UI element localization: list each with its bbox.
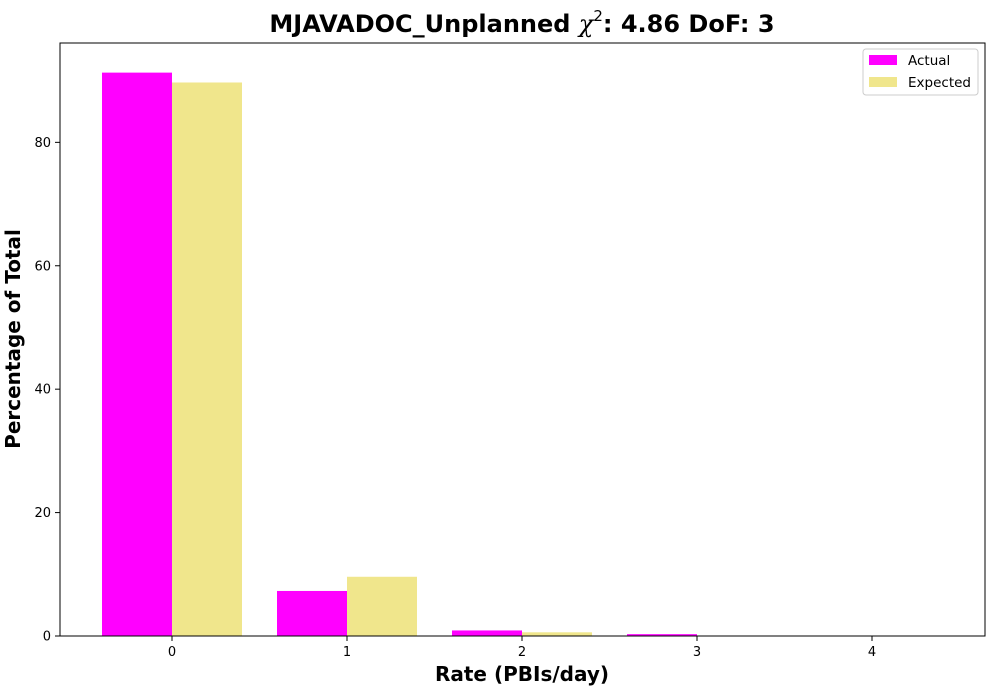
bar-actual-1 (277, 590, 347, 636)
chart-title: MJAVADOC_Unplanned χ2: 4.86 DoF: 3 (269, 7, 774, 38)
y-axis-label: Percentage of Total (1, 229, 25, 449)
bar-expected-0 (172, 82, 242, 637)
legend-swatch-expected (869, 77, 897, 87)
x-tick-label: 2 (518, 645, 526, 660)
bar-actual-3 (627, 634, 697, 636)
x-tick-label: 0 (168, 645, 176, 660)
chi-superscript: 2 (593, 7, 603, 25)
legend-label-expected: Expected (908, 75, 971, 91)
bar-expected-1 (347, 576, 417, 636)
y-tick-label: 80 (34, 136, 51, 151)
legend-label-actual: Actual (908, 53, 950, 69)
bar-actual-0 (102, 72, 172, 637)
legend-swatch-actual (869, 55, 897, 65)
bar-actual-2 (452, 630, 522, 636)
x-axis-label: Rate (PBIs/day) (435, 662, 609, 686)
x-tick-label: 4 (868, 645, 876, 660)
y-tick-label: 40 (34, 383, 51, 398)
x-ticks: 0 1 2 3 4 (168, 636, 876, 660)
y-tick-label: 0 (43, 630, 51, 645)
y-tick-label: 20 (34, 506, 51, 521)
y-tick-label: 60 (34, 259, 51, 274)
bar-expected-2 (522, 632, 592, 636)
x-tick-label: 3 (693, 645, 701, 660)
y-ticks: 0 20 40 60 80 (34, 136, 60, 645)
legend: Actual Expected (862, 48, 979, 96)
chi-symbol: χ (577, 10, 595, 38)
x-tick-label: 1 (343, 645, 351, 660)
bars-group (102, 72, 697, 637)
